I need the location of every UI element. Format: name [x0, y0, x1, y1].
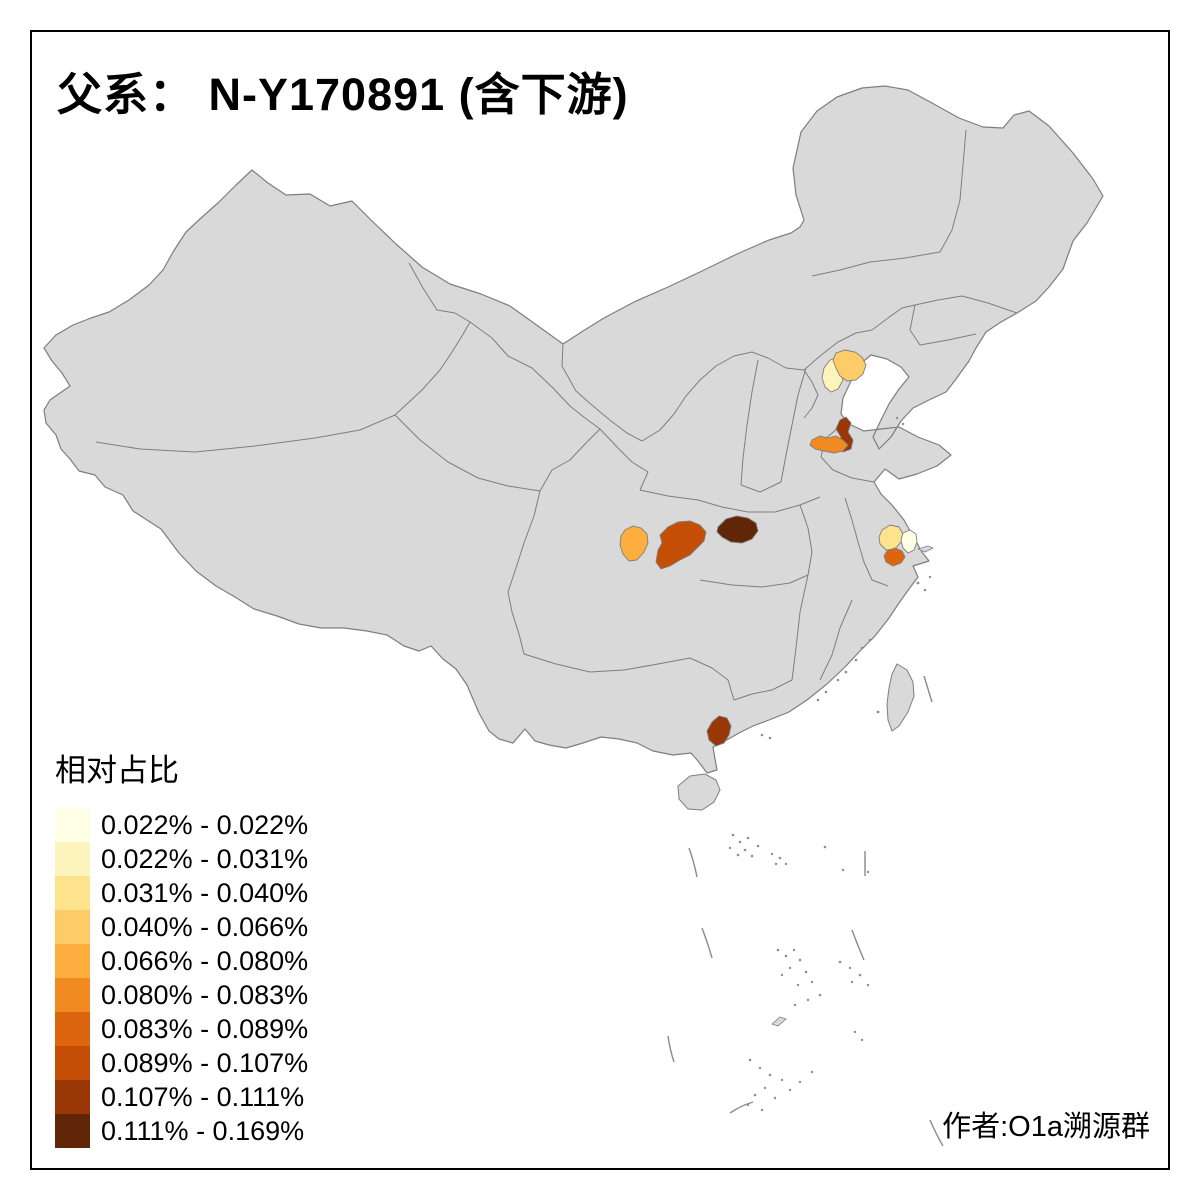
- legend-item: 0.022% - 0.022%: [55, 808, 308, 842]
- small-islands: [728, 416, 932, 1112]
- map-region-10: [883, 547, 906, 567]
- legend-label: 0.080% - 0.083%: [101, 979, 309, 1010]
- legend-label: 0.031% - 0.040%: [101, 877, 309, 908]
- map-region-7: [716, 515, 759, 544]
- taiwan-island: [886, 663, 915, 732]
- legend-label: 0.111% - 0.169%: [101, 1115, 305, 1146]
- legend-item: 0.083% - 0.089%: [55, 1012, 308, 1046]
- sea-dash-lines: [667, 675, 944, 1147]
- page-title: 父系： N-Y170891 (含下游): [57, 69, 629, 120]
- legend-swatch: [55, 808, 90, 842]
- legend-title: 相对占比: [55, 753, 179, 788]
- legend-item: 0.066% - 0.080%: [55, 944, 308, 978]
- south-sea-island: [771, 1016, 787, 1027]
- legend-item: 0.040% - 0.066%: [55, 910, 308, 944]
- legend-label: 0.066% - 0.080%: [101, 945, 309, 976]
- legend-item: 0.031% - 0.040%: [55, 876, 308, 910]
- legend-label: 0.089% - 0.107%: [101, 1047, 309, 1078]
- attribution-text: 作者:O1a溯源群: [942, 1111, 1150, 1143]
- map-region-2: [832, 349, 867, 382]
- legend-label: 0.022% - 0.022%: [101, 809, 309, 840]
- hainan-island: [677, 773, 721, 811]
- legend-label: 0.083% - 0.089%: [101, 1013, 309, 1044]
- legend-item: 0.111% - 0.169%: [55, 1114, 308, 1148]
- legend-item: 0.107% - 0.111%: [55, 1080, 308, 1114]
- legend-label: 0.107% - 0.111%: [101, 1081, 305, 1112]
- legend-swatch: [55, 842, 90, 876]
- legend-swatch: [55, 1012, 90, 1046]
- map-region-6: [655, 520, 707, 570]
- legend-swatch: [55, 1080, 90, 1114]
- china-mainland-shape: [43, 85, 1104, 774]
- map-region-11: [706, 715, 732, 747]
- map-region-4: [809, 435, 849, 454]
- map-region-9: [900, 529, 918, 554]
- legend-swatch: [55, 910, 90, 944]
- legend-item: 0.022% - 0.031%: [55, 842, 308, 876]
- map-region-5: [619, 525, 649, 562]
- legend-swatch: [55, 978, 90, 1012]
- legend-swatch: [55, 944, 90, 978]
- legend-swatch: [55, 876, 90, 910]
- legend-label: 0.040% - 0.066%: [101, 911, 309, 942]
- plot-frame: [30, 30, 1170, 1170]
- chongming-island: [916, 545, 934, 553]
- legend-label: 0.022% - 0.031%: [101, 843, 309, 874]
- province-borders: [95, 129, 1018, 701]
- legend: 相对占比 0.022% - 0.022% 0.022% - 0.031% 0.0…: [55, 745, 308, 1148]
- legend-swatch: [55, 1114, 90, 1148]
- legend-swatch: [55, 1046, 90, 1080]
- legend-item: 0.089% - 0.107%: [55, 1046, 308, 1080]
- legend-item: 0.080% - 0.083%: [55, 978, 308, 1012]
- map-region-8: [878, 524, 904, 551]
